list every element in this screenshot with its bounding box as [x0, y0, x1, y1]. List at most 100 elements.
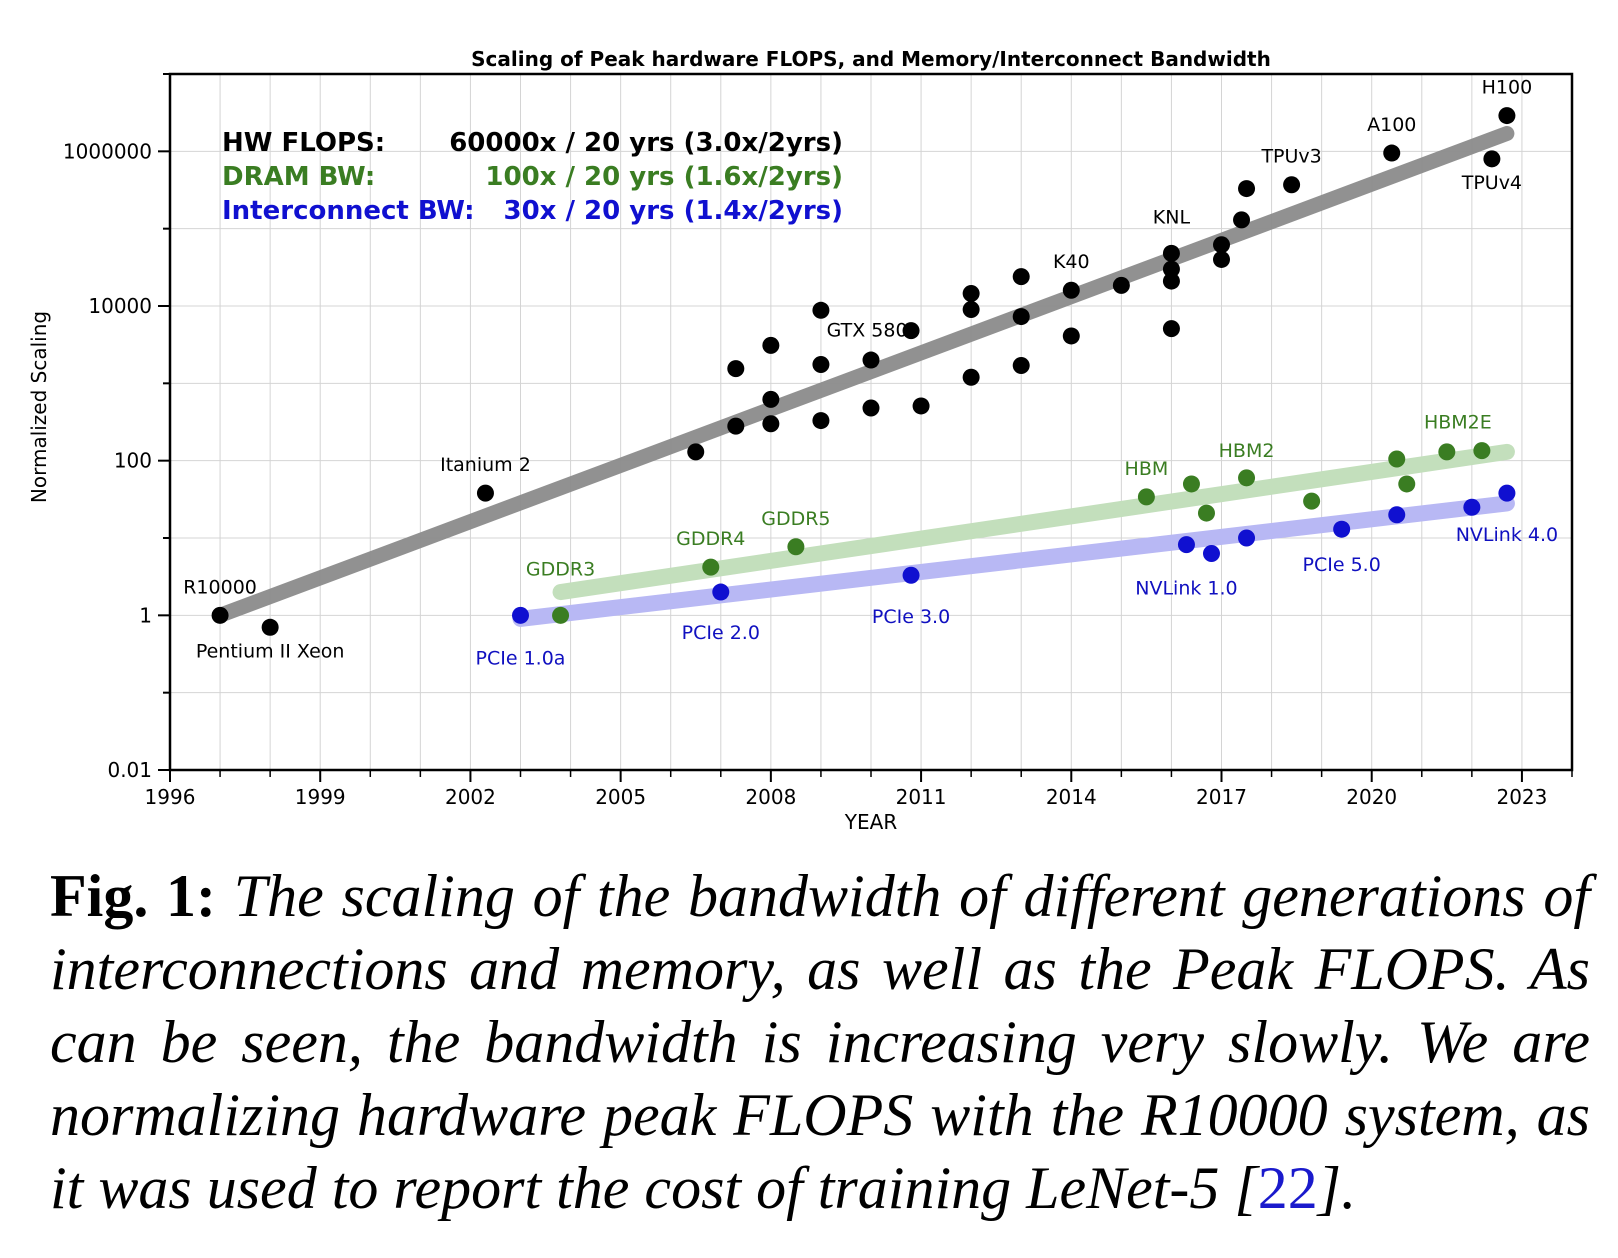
data-point	[762, 415, 780, 433]
x-tick-label: 2002	[445, 785, 496, 809]
data-point	[211, 606, 229, 624]
x-tick-label: 2020	[1346, 785, 1397, 809]
data-point	[1238, 180, 1256, 198]
data-point	[902, 322, 920, 340]
data-point	[1383, 144, 1401, 162]
data-point	[1137, 488, 1155, 506]
data-point	[1162, 244, 1180, 262]
data-point	[762, 336, 780, 354]
caption-fig-label: Fig. 1:	[50, 863, 217, 929]
data-point	[712, 583, 730, 601]
data-point	[512, 606, 529, 624]
x-tick-label: 2017	[1196, 785, 1247, 809]
data-point	[1498, 107, 1516, 125]
y-tick-label: 100	[114, 449, 152, 473]
data-point	[687, 443, 705, 461]
x-tick-label: 2023	[1496, 785, 1547, 809]
x-tick-label: 1996	[145, 785, 196, 809]
data-point	[1062, 281, 1080, 299]
data-point	[1438, 443, 1456, 461]
data-point	[1333, 520, 1351, 538]
y-tick-label: 1	[139, 603, 152, 627]
data-point	[1388, 450, 1406, 468]
data-point	[1213, 250, 1230, 268]
figure-caption: Fig. 1: The scaling of the bandwidth of …	[50, 860, 1590, 1225]
chart-figure: R10000 Pentium II Xeon Itanium 2 GTX 580 K40…	[27, 47, 1574, 834]
y-axis-label: Normalized Scaling	[27, 311, 51, 503]
point-label: A100	[1367, 114, 1416, 136]
data-point	[476, 484, 494, 502]
caption-end: ].	[1317, 1155, 1357, 1221]
point-label: GDDR4	[676, 528, 745, 550]
data-point	[1498, 484, 1516, 502]
point-label: TPUv4	[1461, 172, 1522, 194]
point-label: PCIe 2.0	[682, 622, 760, 644]
legend-name: Interconnect BW:	[222, 196, 475, 226]
data-point	[1162, 320, 1180, 338]
point-label: K40	[1053, 251, 1090, 273]
legend-name: HW FLOPS:	[222, 128, 385, 158]
data-point	[962, 285, 980, 303]
data-point	[1303, 492, 1321, 510]
data-point	[787, 538, 805, 556]
point-label: GTX 580	[827, 320, 908, 342]
y-tick-label: 0.01	[107, 758, 152, 782]
point-label: KNL	[1153, 206, 1191, 228]
x-tick-label: 2011	[896, 785, 947, 809]
data-point	[1388, 506, 1406, 524]
data-point	[1398, 475, 1416, 493]
trend-line-hw-flops	[212, 126, 1515, 623]
data-point	[1162, 272, 1180, 290]
data-point	[1197, 504, 1215, 522]
data-point	[912, 397, 930, 415]
data-point	[1182, 475, 1200, 493]
data-point	[727, 417, 745, 435]
data-point	[1202, 545, 1220, 563]
data-point	[1062, 327, 1080, 345]
point-label: PCIe 1.0a	[476, 647, 566, 669]
data-point	[1177, 536, 1195, 554]
data-point	[1238, 529, 1256, 547]
caption-text: The scaling of the bandwidth of differen…	[50, 863, 1590, 1221]
data-point	[261, 618, 279, 636]
chart-title: Scaling of Peak hardware FLOPS, and Memo…	[471, 47, 1271, 71]
point-label: R10000	[183, 576, 257, 598]
data-point	[1233, 211, 1251, 229]
point-label: GDDR5	[761, 508, 830, 530]
legend-rate: 100x / 20 yrs (1.6x/2yrs)	[485, 162, 843, 192]
data-point	[1238, 469, 1256, 487]
x-tick-label: 2005	[595, 785, 646, 809]
x-axis-label: YEAR	[844, 810, 898, 834]
point-label: TPUv3	[1260, 146, 1321, 168]
point-label: H100	[1482, 77, 1533, 99]
x-tick-label: 2014	[1046, 785, 1097, 809]
data-point	[812, 356, 830, 374]
point-label: HBM2E	[1424, 412, 1492, 434]
data-point	[862, 351, 880, 369]
data-point	[812, 412, 830, 430]
point-label: GDDR3	[526, 558, 595, 580]
data-point	[1463, 498, 1481, 516]
legend-rate: 30x / 20 yrs (1.4x/2yrs)	[503, 196, 843, 226]
scaling-chart: R10000 Pentium II Xeon Itanium 2 GTX 580 K40…	[27, 47, 1574, 834]
point-label: NVLink 1.0	[1135, 578, 1237, 600]
data-point	[1012, 268, 1030, 286]
point-label: Itanium 2	[440, 454, 531, 476]
y-tick-label: 10000	[88, 294, 152, 318]
legend-rate: 60000x / 20 yrs (3.0x/2yrs)	[449, 128, 843, 158]
data-point	[552, 606, 570, 624]
point-label: NVLink 4.0	[1456, 524, 1558, 546]
data-point	[1473, 442, 1491, 460]
data-point	[1483, 150, 1501, 168]
x-tick-label: 2008	[745, 785, 796, 809]
data-point	[1112, 276, 1130, 294]
legend-name: DRAM BW:	[222, 162, 375, 192]
caption-citation-link[interactable]: 22	[1257, 1155, 1318, 1221]
data-point	[1012, 308, 1030, 326]
data-point	[762, 390, 780, 408]
data-point	[862, 399, 880, 417]
data-point	[1283, 176, 1301, 194]
y-tick-label: 1000000	[63, 139, 152, 163]
data-point	[1213, 236, 1230, 254]
data-point	[727, 360, 745, 378]
